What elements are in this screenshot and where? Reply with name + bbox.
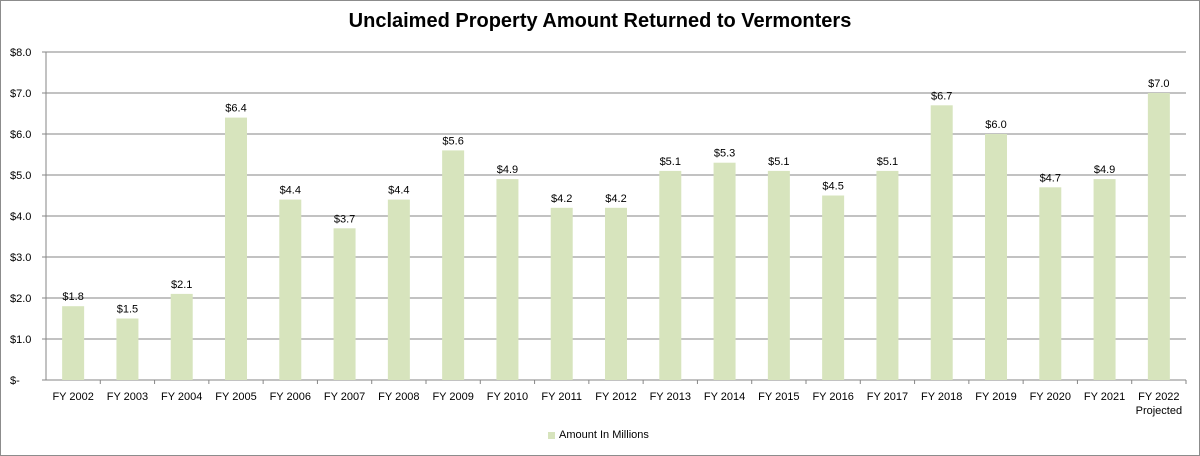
data-label: $6.4 (225, 103, 246, 115)
x-tick-label-line: FY 2009 (432, 391, 473, 403)
data-label: $4.2 (605, 193, 626, 205)
x-tick-label: FY 2021 (1084, 391, 1125, 403)
bar (1039, 187, 1062, 380)
x-tick-label: FY 2014 (704, 391, 745, 403)
x-tick-label: FY 2004 (161, 391, 202, 403)
bar (550, 207, 573, 380)
x-tick-label-line: FY 2005 (215, 391, 256, 403)
x-tick-label-line: FY 2007 (324, 391, 365, 403)
x-tick-label-line: FY 2020 (1030, 391, 1071, 403)
x-tick-label-line: FY 2017 (867, 391, 908, 403)
data-label: $4.5 (822, 181, 843, 193)
bar (279, 199, 302, 380)
bar (1147, 93, 1170, 380)
data-label: $4.9 (1094, 164, 1115, 176)
x-tick-label: FY 2003 (107, 391, 148, 403)
bar (225, 117, 247, 380)
x-tick-label: FY 2008 (378, 391, 419, 403)
x-tick-label: FY 2007 (324, 391, 365, 403)
bar (876, 170, 899, 380)
legend: Amount In Millions (548, 429, 649, 441)
data-label: $5.1 (768, 156, 789, 168)
bar (659, 170, 682, 380)
x-tick-label: FY 2002 (52, 391, 93, 403)
x-tick-label: FY 2010 (487, 391, 528, 403)
x-tick-label-line: FY 2004 (161, 391, 202, 403)
data-label: $5.1 (877, 156, 898, 168)
bar (605, 207, 627, 380)
x-tick-label: FY 2005 (215, 391, 256, 403)
data-label: $4.4 (280, 185, 301, 197)
data-label: $5.1 (660, 156, 681, 168)
bar (930, 105, 953, 381)
x-tick-label: FY 2013 (650, 391, 691, 403)
x-tick-label: FY 2022 Projected (1136, 391, 1182, 417)
bar (1093, 179, 1116, 380)
x-tick-label-line: FY 2015 (758, 391, 799, 403)
y-tick-label: $1.0 (10, 334, 31, 346)
data-label: $4.9 (497, 164, 518, 176)
bar (170, 293, 193, 380)
bar (442, 150, 465, 380)
x-tick-label-line: FY 2013 (650, 391, 691, 403)
x-tick-label-line: FY 2003 (107, 391, 148, 403)
data-label: $1.8 (62, 291, 83, 303)
bar (767, 170, 790, 380)
x-tick-label-line: FY 2022 (1138, 391, 1179, 403)
data-label: $4.2 (551, 193, 572, 205)
data-label: $4.4 (388, 185, 409, 197)
data-label: $4.7 (1040, 172, 1061, 184)
x-tick-label: FY 2015 (758, 391, 799, 403)
x-tick-label-line: FY 2010 (487, 391, 528, 403)
bar (496, 179, 519, 380)
x-tick-label-line: Projected (1136, 405, 1182, 417)
x-tick-label-line: FY 2019 (975, 391, 1016, 403)
bar (387, 199, 410, 380)
x-tick-label: FY 2016 (812, 391, 853, 403)
x-tick-label: FY 2011 (541, 391, 582, 403)
y-tick-label: $8.0 (10, 47, 31, 59)
y-tick-label: $- (10, 375, 20, 387)
bar (713, 162, 736, 380)
x-tick-label-line: FY 2021 (1084, 391, 1125, 403)
x-tick-label: FY 2018 (921, 391, 962, 403)
y-tick-label: $4.0 (10, 211, 31, 223)
x-tick-label-line: FY 2012 (595, 391, 636, 403)
x-tick-label: FY 2020 (1030, 391, 1071, 403)
bar (822, 195, 845, 380)
x-tick-label: FY 2009 (432, 391, 473, 403)
x-tick-label-line: FY 2018 (921, 391, 962, 403)
y-tick-label: $3.0 (10, 252, 31, 264)
bar (116, 318, 139, 380)
data-label: $6.0 (985, 119, 1006, 131)
y-tick-label: $2.0 (10, 293, 31, 305)
x-tick-label-line: FY 2008 (378, 391, 419, 403)
x-tick-label: FY 2017 (867, 391, 908, 403)
x-tick-label-line: FY 2002 (52, 391, 93, 403)
data-label: $5.6 (442, 135, 463, 147)
legend-swatch (548, 431, 555, 439)
x-tick-label-line: FY 2006 (270, 391, 311, 403)
y-tick-label: $5.0 (10, 170, 31, 182)
bar (333, 228, 356, 380)
x-tick-label: FY 2019 (975, 391, 1016, 403)
y-tick-label: $7.0 (10, 88, 31, 100)
x-tick-label-line: FY 2014 (704, 391, 745, 403)
bar (985, 134, 1007, 380)
data-label: $1.5 (117, 304, 138, 316)
data-label: $7.0 (1148, 78, 1169, 90)
x-tick-label: FY 2006 (270, 391, 311, 403)
y-tick-label: $6.0 (10, 129, 31, 141)
data-label: $3.7 (334, 213, 355, 225)
data-label: $6.7 (931, 90, 952, 102)
legend-label: Amount In Millions (559, 429, 649, 441)
chart-title: Unclaimed Property Amount Returned to Ve… (348, 10, 852, 32)
x-tick-label-line: FY 2011 (541, 391, 582, 403)
data-label: $2.1 (171, 279, 192, 291)
bar (62, 306, 85, 380)
x-tick-label-line: FY 2016 (812, 391, 853, 403)
x-tick-label: FY 2012 (595, 391, 636, 403)
data-label: $5.3 (714, 148, 735, 160)
